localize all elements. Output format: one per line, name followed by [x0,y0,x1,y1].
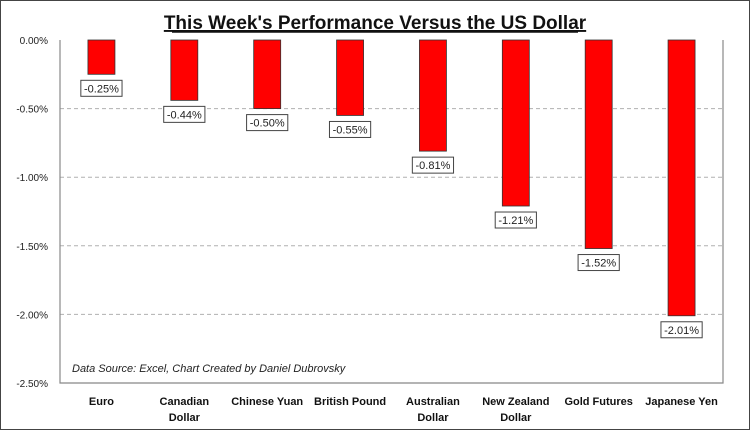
data-label: -0.81% [416,160,451,172]
data-label-box [660,321,703,339]
x-tick-label: British Pound [314,396,386,408]
x-tick-label: Dollar [500,412,532,424]
y-tick-label: -1.00% [16,173,48,184]
data-label-box [328,120,372,138]
data-label: -1.21% [498,215,533,227]
y-tick-label: -1.50% [16,242,48,253]
x-tick-label: Australian [406,396,460,408]
x-tick-label: Euro [89,396,114,408]
bar [584,39,613,249]
data-label-box [411,156,455,174]
x-tick-label: Dollar [169,412,201,424]
x-tick-label: Japanese Yen [645,396,718,408]
data-label: -1.52% [581,258,616,270]
y-tick-label: -0.50% [16,105,48,116]
y-tick-label: -2.00% [16,310,48,321]
data-label-box [163,105,206,123]
data-label-box [577,254,620,272]
data-label-box [246,114,289,132]
x-tick-label: Dollar [417,412,449,424]
chart-title: This Week's Performance Versus the US Do… [164,13,587,34]
y-tick-label: -2.50% [16,379,48,390]
x-tick-label: Gold Futures [564,396,632,408]
data-label-box [80,79,123,97]
data-label: -0.50% [250,118,285,130]
bar [87,39,116,75]
data-label-box [494,211,537,229]
plot-area-border [59,40,724,384]
data-label: -2.01% [664,325,699,337]
x-tick-label: New Zealand [482,396,549,408]
x-tick-label: Canadian [160,396,210,408]
x-tick-label: Chinese Yuan [231,396,303,408]
bar [419,39,447,152]
bar [667,39,696,317]
data-label: -0.25% [84,83,119,95]
data-label: -0.44% [167,109,202,121]
bar [336,39,364,116]
y-tick-label: 0.00% [20,36,48,47]
bar [253,39,282,109]
data-source-annotation: Data Source: Excel, Chart Created by Dan… [72,363,347,375]
bar [501,39,530,207]
data-label: -0.55% [333,124,368,136]
bar [170,39,199,101]
